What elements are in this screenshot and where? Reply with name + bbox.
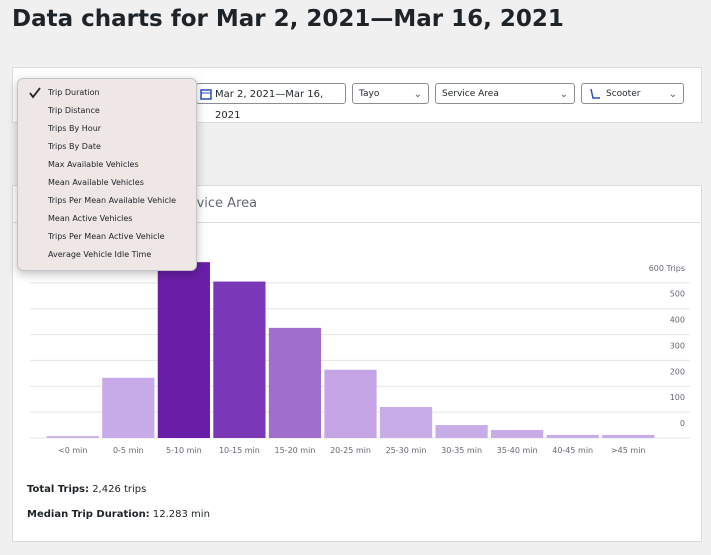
bar [546, 434, 599, 438]
x-tick-label: 25-30 min [386, 446, 427, 455]
bar [379, 406, 433, 438]
menu-item[interactable]: Mean Available Vehicles [48, 178, 144, 187]
area: Service Area [442, 89, 499, 99]
calendar-icon [200, 89, 212, 100]
date-picker[interactable]: Mar 2, 2021—Mar 16, 2021 [196, 83, 346, 121]
total-label: Total Trips: [27, 484, 89, 495]
bar [491, 429, 544, 438]
chart-type-menu: Trip Duration Trip Distance Trips By Hour T… [17, 78, 197, 271]
y-tick-label: 200 [670, 367, 685, 376]
provider-select[interactable]: Tayo ⌄ [352, 83, 429, 104]
menu-item[interactable]: Trips Per Mean Active Vehicle [48, 232, 165, 241]
x-tick-label: 30-35 min [441, 446, 482, 455]
y-tick-label: 300 [670, 341, 685, 350]
total-value: 2,426 trips [92, 484, 147, 495]
total-trips: Total Trips: 2,426 trips [27, 484, 146, 495]
bar [46, 435, 99, 438]
bar [268, 327, 322, 438]
scooter-icon [590, 88, 600, 99]
menu-item[interactable]: Mean Active Vehicles [48, 214, 133, 223]
menu-item[interactable]: Max Available Vehicles [48, 160, 139, 169]
x-tick-label: 40-45 min [552, 446, 593, 455]
bar [102, 377, 155, 438]
y-tick-label: 600 Trips [649, 264, 685, 273]
x-tick-label: 10-15 min [219, 446, 260, 455]
x-tick-label: >45 min [611, 446, 646, 455]
menu-item[interactable]: Trip Duration [48, 88, 100, 97]
x-tick-label: <0 min [58, 446, 87, 455]
x-tick-label: 35-40 min [497, 446, 538, 455]
date-range: Mar 2, 2021—Mar 16, 2021 [215, 89, 324, 121]
area-select[interactable]: Service Area ⌄ [435, 83, 575, 104]
menu-item[interactable]: Trips Per Mean Available Vehicle [48, 196, 177, 205]
y-tick-label: 400 [670, 316, 685, 325]
menu-item[interactable]: Average Vehicle Idle Time [48, 250, 152, 259]
bar [435, 425, 488, 438]
median-label: Median Trip Duration: [27, 509, 150, 520]
bar [213, 281, 266, 438]
vehicle-select[interactable]: Scooter ⌄ [581, 83, 684, 104]
menu-item[interactable]: Trips By Date [48, 142, 101, 151]
x-tick-label: 15-20 min [275, 446, 316, 455]
median-value: 12.283 min [152, 509, 210, 520]
page-title: Data charts for Mar 2, 2021—Mar 16, 2021 [12, 6, 564, 32]
bar [324, 369, 377, 438]
bar [157, 262, 210, 438]
x-tick-label: 20-25 min [330, 446, 371, 455]
card-divider [12, 222, 700, 223]
y-tick-label: 100 [670, 393, 685, 402]
provider: Tayo [359, 89, 380, 99]
menu-item[interactable]: Trip Distance [48, 106, 100, 115]
x-tick-label: 5-10 min [166, 446, 202, 455]
median-duration: Median Trip Duration: 12.283 min [27, 509, 210, 520]
vehicle: Scooter [606, 89, 641, 99]
menu-item[interactable]: Trips By Hour [48, 124, 102, 133]
y-tick-label: 500 [670, 290, 685, 299]
checkmark [29, 87, 41, 99]
y-tick-label: 0 [680, 419, 685, 428]
bar [602, 434, 655, 438]
x-tick-label: 0-5 min [113, 446, 144, 455]
